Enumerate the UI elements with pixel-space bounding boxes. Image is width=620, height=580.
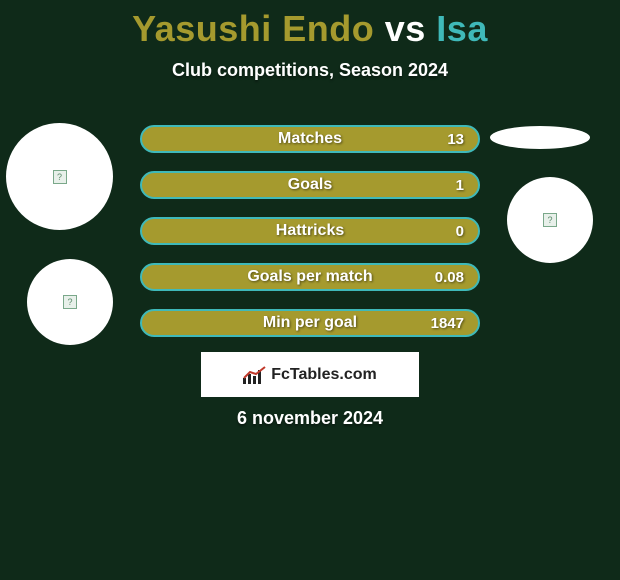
page-title: Yasushi Endo vs Isa: [0, 0, 620, 50]
stat-label: Goals: [288, 176, 332, 194]
stat-label: Hattricks: [276, 222, 344, 240]
missing-image-icon: ?: [63, 295, 77, 309]
stat-value: 1: [456, 177, 464, 194]
missing-image-icon: ?: [543, 213, 557, 227]
avatar-circle-3: ?: [507, 177, 593, 263]
stat-row: Matches 13: [140, 125, 480, 153]
avatar-circle-1: ?: [6, 123, 113, 230]
brand-text: FcTables.com: [271, 366, 377, 384]
stat-row: Min per goal 1847: [140, 309, 480, 337]
stat-value: 1847: [431, 315, 464, 332]
stat-label: Min per goal: [263, 314, 357, 332]
title-player2: Isa: [436, 8, 488, 49]
avatar-circle-2: ?: [27, 259, 113, 345]
stat-row: Hattricks 0: [140, 217, 480, 245]
brand-box: FcTables.com: [201, 352, 419, 397]
missing-image-icon: ?: [53, 170, 67, 184]
stat-value: 13: [447, 131, 464, 148]
stat-row: Goals 1: [140, 171, 480, 199]
stat-value: 0.08: [435, 269, 464, 286]
title-player1: Yasushi Endo: [132, 8, 374, 49]
date-text: 6 november 2024: [0, 408, 620, 429]
title-vs: vs: [385, 8, 426, 49]
stat-value: 0: [456, 223, 464, 240]
stat-label: Matches: [278, 130, 342, 148]
stats-container: Matches 13 Goals 1 Hattricks 0 Goals per match…: [140, 125, 480, 337]
stat-row: Goals per match 0.08: [140, 263, 480, 291]
stat-label: Goals per match: [247, 268, 372, 286]
decorative-ellipse: [490, 126, 590, 149]
brand-chart-icon: [243, 366, 265, 384]
subtitle: Club competitions, Season 2024: [0, 60, 620, 81]
